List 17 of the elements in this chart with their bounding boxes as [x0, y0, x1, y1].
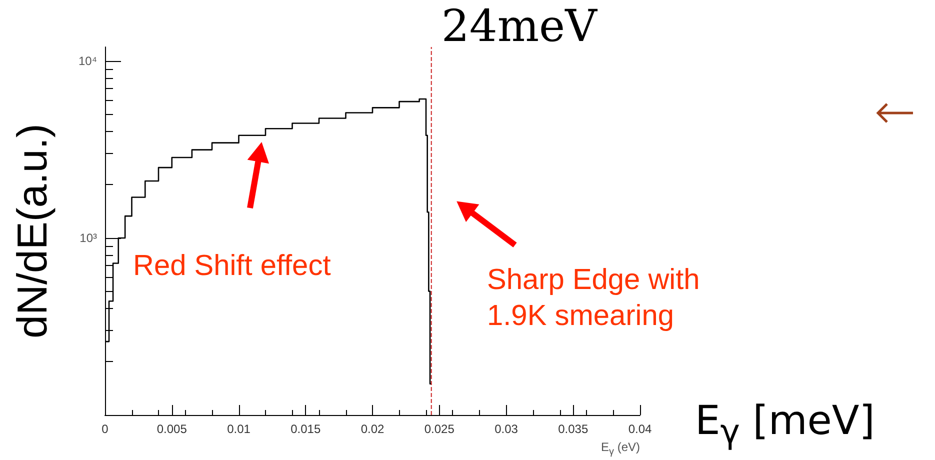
x-tick-label: 0.015	[290, 422, 321, 436]
x-axis-title: E$_{γ}$ (eV)	[600, 440, 640, 458]
x-tick-label: 0.04	[628, 422, 652, 436]
annotation: Red Shift effect	[133, 249, 331, 284]
ref-line-label: 24meV	[441, 1, 597, 52]
x-tick-label: 0.02	[360, 422, 384, 436]
y-tick-label: 10³	[80, 231, 98, 246]
x-tick-label: 0.03	[494, 422, 518, 436]
x-tick-label: 0	[102, 422, 109, 436]
x-tick-label: 0.025	[424, 422, 455, 436]
text: E$_{γ}$ [meV]	[695, 398, 875, 451]
x-tick-label: 0.01	[227, 422, 251, 436]
x-tick-label: 0.035	[558, 422, 588, 436]
y-axis-title: dN/dE(a.u.)	[8, 124, 56, 338]
annotation: Sharp Edge with 1.9K smearing	[487, 263, 700, 334]
x-tick-label: 0.005	[156, 422, 188, 436]
y-tick-label: 10⁴	[78, 54, 97, 68]
